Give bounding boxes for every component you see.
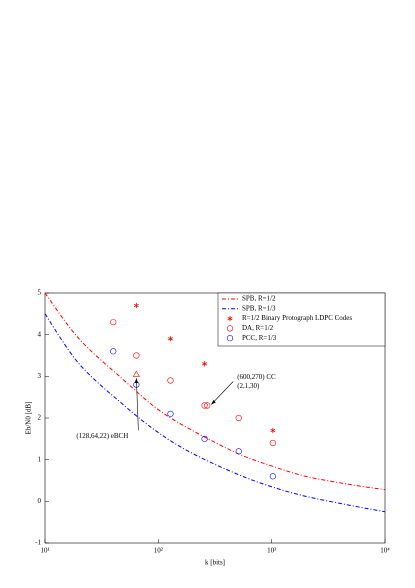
annotation-text: (2,1,30): [237, 382, 260, 390]
legend-marker: [227, 316, 233, 322]
annotation-arrow: [211, 381, 234, 405]
marker: [201, 402, 208, 409]
y-tick-label: -1: [35, 539, 41, 547]
x-tick-label: 10²: [154, 547, 163, 555]
annotation-text: (600,270) CC: [237, 373, 276, 381]
y-tick-label: 5: [38, 289, 42, 297]
y-tick-label: 3: [38, 372, 42, 380]
marker: [167, 377, 174, 384]
y-tick-label: 0: [38, 497, 42, 505]
arrow-head: [134, 378, 139, 383]
series-line: [44, 313, 386, 513]
marker: [269, 473, 276, 480]
legend-marker: [226, 335, 234, 342]
legend-label: DA, R=1/2: [242, 324, 274, 332]
x-tick-label: 10⁴: [380, 547, 390, 555]
y-tick-label: 1: [38, 455, 42, 463]
legend-label: SPB, R=1/2: [242, 295, 276, 303]
legend-box: [217, 292, 386, 347]
legend-label: SPB, R=1/3: [242, 304, 276, 312]
x-axis-label: k [bits]: [205, 559, 225, 567]
marker: [110, 319, 117, 326]
marker: [270, 427, 276, 434]
marker: [167, 410, 174, 417]
x-tick-label: 10³: [267, 547, 276, 555]
marker: [235, 414, 242, 422]
annotation-arrow: [136, 378, 139, 431]
legend-marker: [226, 325, 234, 332]
marker: [202, 361, 208, 367]
marker: [110, 348, 117, 355]
x-tick-label: 10¹: [40, 547, 49, 555]
y-axis-label: Eb/N0 [dB]: [25, 402, 33, 435]
marker: [168, 336, 173, 342]
arrow-head: [211, 400, 216, 405]
marker: [204, 402, 211, 409]
marker: [133, 352, 140, 359]
marker: [133, 302, 139, 309]
marker: [201, 435, 208, 442]
marker: [269, 439, 276, 447]
y-tick-label: 4: [38, 330, 42, 338]
legend-label: PCC, R=1/3: [242, 334, 277, 342]
annotation-text: (128,64,22) eBCH: [76, 432, 128, 440]
marker: [235, 448, 242, 455]
y-tick-label: 2: [38, 414, 42, 422]
annotation-marker: [132, 370, 140, 377]
legend-label: R=1/2 Binary Protograph LDPC Codes: [242, 314, 352, 322]
